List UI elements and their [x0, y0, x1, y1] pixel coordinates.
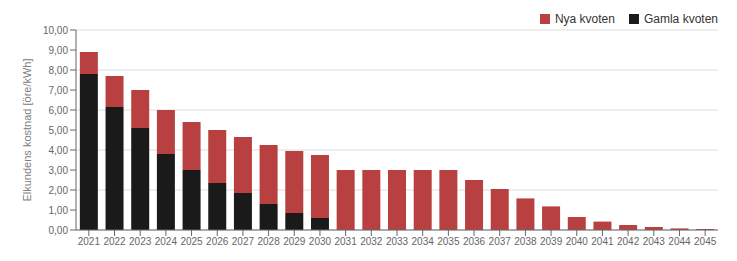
svg-text:2041: 2041	[591, 236, 614, 247]
svg-text:2025: 2025	[180, 236, 203, 247]
svg-text:2023: 2023	[129, 236, 152, 247]
svg-text:2035: 2035	[437, 236, 460, 247]
svg-text:2032: 2032	[360, 236, 383, 247]
svg-text:9,00: 9,00	[49, 45, 69, 56]
svg-text:2038: 2038	[514, 236, 537, 247]
html-text:Nya kvoten: Nya kvoten	[554, 12, 615, 26]
svg-text:2037: 2037	[489, 236, 512, 247]
svg-text:2036: 2036	[463, 236, 486, 247]
svg-text:Elkundens kostnad [öre/kWh]: Elkundens kostnad [öre/kWh]	[21, 58, 33, 201]
svg-text:2044: 2044	[668, 236, 691, 247]
svg-text:8,00: 8,00	[49, 65, 69, 76]
svg-text:2,00: 2,00	[49, 185, 69, 196]
svg-text:2022: 2022	[103, 236, 126, 247]
svg-text:4,00: 4,00	[49, 145, 69, 156]
svg-text:7,00: 7,00	[49, 85, 69, 96]
svg-text:1,00: 1,00	[49, 205, 69, 216]
svg-text:2029: 2029	[283, 236, 306, 247]
svg-text:2034: 2034	[412, 236, 435, 247]
svg-text:2027: 2027	[232, 236, 255, 247]
svg-text:2026: 2026	[206, 236, 229, 247]
svg-text:2021: 2021	[78, 236, 101, 247]
svg-text:2045: 2045	[694, 236, 717, 247]
html-text:Gamla kvoten: Gamla kvoten	[644, 12, 718, 26]
svg-text:3,00: 3,00	[49, 165, 69, 176]
svg-text:2033: 2033	[386, 236, 409, 247]
svg-text:0,00: 0,00	[49, 225, 69, 236]
svg-text:2028: 2028	[257, 236, 280, 247]
svg-text:2042: 2042	[617, 236, 640, 247]
svg-text:6,00: 6,00	[49, 105, 69, 116]
svg-text:2043: 2043	[643, 236, 666, 247]
svg-text:2024: 2024	[155, 236, 178, 247]
svg-text:2030: 2030	[309, 236, 332, 247]
svg-text:10,00: 10,00	[43, 25, 68, 36]
svg-text:2031: 2031	[335, 236, 358, 247]
svg-text:5,00: 5,00	[49, 125, 69, 136]
svg-text:2040: 2040	[566, 236, 589, 247]
svg-text:2039: 2039	[540, 236, 563, 247]
